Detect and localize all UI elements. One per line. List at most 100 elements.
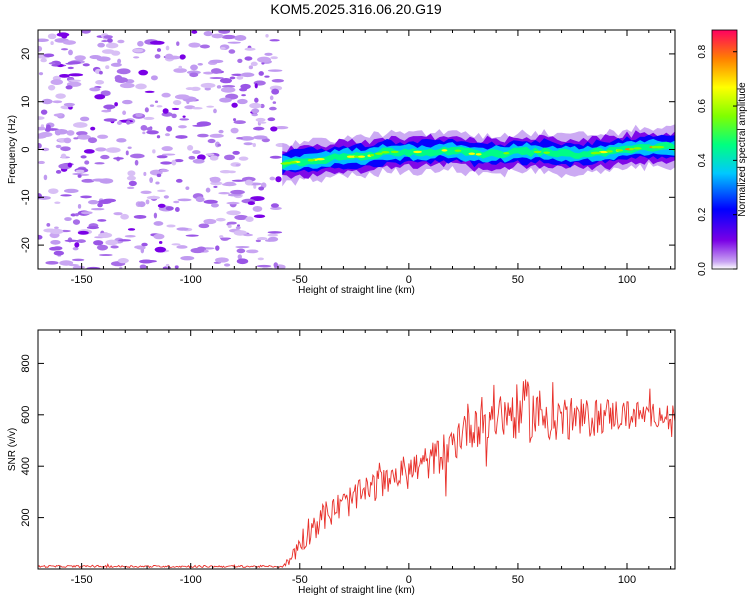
noise-cell [257,56,271,63]
noise-cell [162,108,169,114]
noise-cell [157,189,166,193]
noise-cell [233,120,246,125]
noise-cell [98,232,113,238]
heatmap-cells [38,30,675,269]
noise-cell [224,181,236,187]
x-tick-label: 50 [512,574,524,586]
noise-cell [152,149,156,154]
noise-cell [114,77,128,83]
x-tick-label: -150 [71,574,93,586]
noise-cell [171,107,180,111]
signal-peak [374,152,383,155]
noise-cell [164,133,171,137]
noise-cell [241,94,246,97]
noise-cell [223,154,236,161]
noise-cell [76,134,91,140]
colorbar-tick-label: 0.8 [697,44,708,58]
noise-cell [174,159,184,163]
noise-cell [79,116,90,122]
noise-cell [249,102,262,109]
noise-cell [144,107,149,113]
noise-cell [267,233,279,237]
noise-cell [126,186,135,190]
noise-cell [156,48,162,52]
noise-cell [125,120,131,125]
noise-cell [80,30,91,34]
noise-cell [149,177,154,183]
noise-cell [156,105,163,108]
noise-cell [227,41,241,44]
noise-cell [205,153,215,156]
noise-cell [74,242,80,248]
noise-cell [38,234,43,240]
noise-cell [174,207,180,212]
noise-cell [94,94,106,100]
noise-cell [267,231,283,234]
noise-cell [87,137,98,144]
noise-cell [219,97,232,103]
signal-peak [543,151,550,154]
noise-cell [48,188,59,194]
noise-cell [116,68,131,75]
noise-cell [150,75,158,81]
noise-cell [48,84,56,91]
noise-cell [231,102,238,108]
noise-cell [238,156,249,161]
noise-cell [96,244,109,251]
noise-cell [213,185,218,188]
noise-cell [82,63,90,67]
noise-cell [269,155,282,159]
signal-peak [289,161,297,164]
noise-cell [93,240,104,246]
noise-cell [179,118,190,121]
noise-cell [235,163,241,167]
noise-cell [98,199,112,204]
signal-peak [633,147,642,150]
noise-cell [175,135,188,139]
noise-cell [185,186,190,190]
noise-cell [219,170,232,174]
noise-cell [203,218,217,225]
noise-cell [252,126,265,131]
noise-cell [119,266,123,269]
noise-cell [187,145,194,151]
noise-cell [180,255,195,261]
noise-cell [119,82,135,89]
noise-cell [171,243,181,246]
x-tick-label: -100 [180,574,202,586]
noise-cell [59,73,70,78]
noise-cell [237,58,243,63]
noise-cell [197,62,203,66]
noise-cell [253,214,266,219]
noise-cell [220,46,226,50]
x-axis-label: Height of straight line (km) [298,585,415,596]
noise-cell [241,176,256,182]
noise-cell [95,80,105,85]
noise-cell [72,246,79,251]
noise-cell [111,50,121,56]
noise-cell [218,191,231,195]
noise-cell [270,206,282,211]
signal-peak [654,145,665,149]
noise-cell [60,146,71,152]
snr-panel: -150 -100 -50 0 50 100 200 400 600 800 Height of s… [7,329,676,596]
noise-cell [38,160,45,165]
noise-cell [179,54,186,60]
noise-cell [245,216,254,222]
signal-peak [475,153,482,156]
noise-cell [149,40,165,45]
noise-cell [198,223,210,229]
noise-cell [54,201,61,204]
noise-cell [81,178,95,183]
noise-cell [94,162,105,165]
y-tick-label: -20 [20,237,32,253]
noise-cell [254,97,259,103]
noise-cell [157,203,166,208]
noise-cell [137,201,146,208]
noise-cell [55,93,66,99]
noise-cell [253,184,257,189]
noise-cell [140,125,148,131]
noise-cell [234,214,249,220]
noise-cell [64,239,79,242]
